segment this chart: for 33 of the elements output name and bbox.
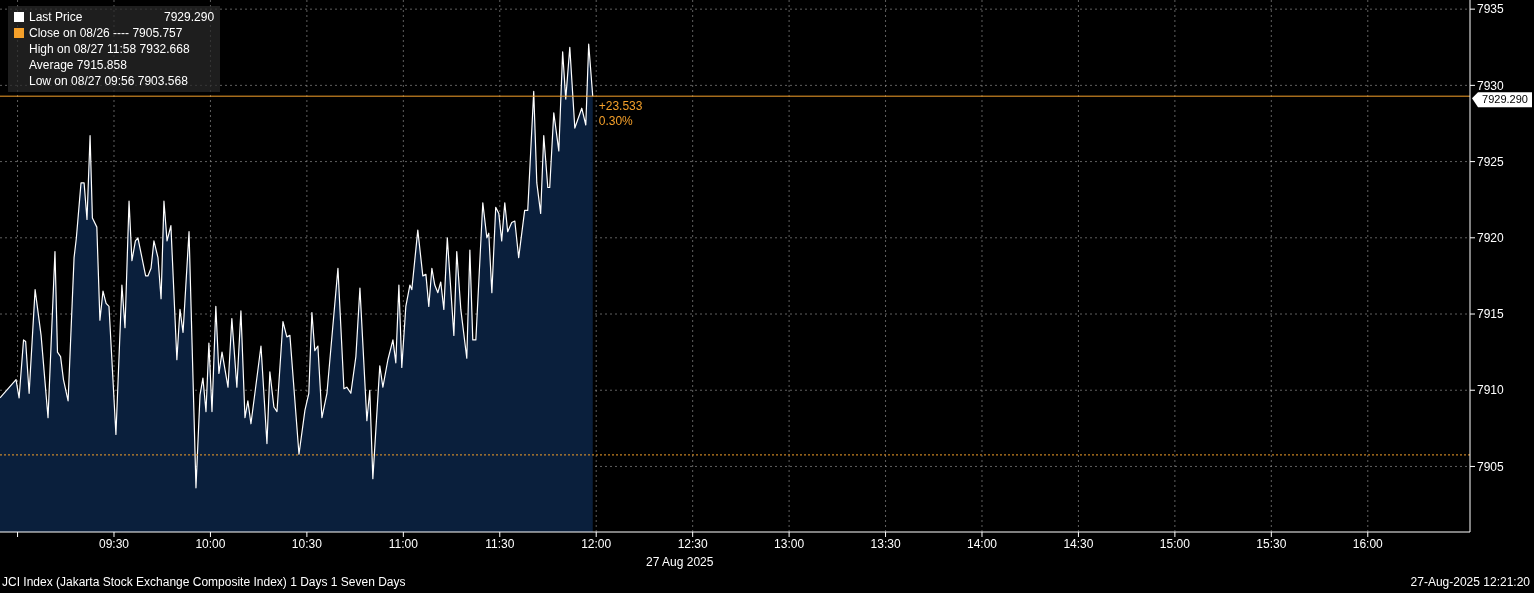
text: 27-Aug-2025 12:21:20	[1410, 575, 1530, 589]
annotation: Average 7915.858	[28, 57, 128, 73]
legend-label: Close on 08/26 ---- 7905.757	[29, 25, 183, 41]
y-tick-label: 7905	[1477, 459, 1505, 474]
x-tick-label: 13:00	[774, 536, 805, 551]
y-tick-label: 7910	[1477, 383, 1505, 398]
x-tick-label: 14:00	[966, 536, 998, 551]
x-tick-label: 14:30	[1063, 536, 1094, 551]
legend-label: Last Price	[29, 9, 84, 25]
x-tick-label: 12:00	[581, 536, 612, 551]
y-tick-label: 7925	[1477, 154, 1505, 169]
x-tick-label: 12:30	[677, 536, 708, 551]
x-tick-label: 13:30	[870, 536, 901, 551]
ref-line-label: 7929.290	[1482, 93, 1528, 106]
x-tick-label: 09:30	[98, 536, 130, 551]
text: JCI Index (Jakarta Stock Exchange Composite Index) 1 Days 1 Seven Days	[2, 575, 406, 589]
annotation: 0.30%	[598, 114, 634, 129]
x-tick-label: 11:00	[388, 536, 419, 551]
x-tick-label: 16:00	[1352, 536, 1384, 551]
x-tick-label: 11:30	[485, 536, 515, 551]
annotation: +23.533	[598, 99, 643, 114]
y-tick-label: 7920	[1477, 231, 1505, 246]
annotation: High on 08/27 11:58 7932.668	[28, 41, 191, 57]
y-tick-label: 7930	[1477, 78, 1505, 93]
x-tick-label: 10:00	[195, 536, 226, 551]
text: 27 Aug 2025	[646, 555, 714, 569]
x-tick-label: 10:30	[291, 536, 323, 551]
y-tick-label: 7915	[1477, 307, 1505, 322]
text: 7929.290	[164, 10, 215, 24]
y-tick-label: 7935	[1477, 2, 1505, 17]
x-tick-label: 15:30	[1256, 536, 1287, 551]
annotation: Low on 08/27 09:56 7903.568	[28, 73, 189, 89]
x-tick-label: 15:00	[1159, 536, 1191, 551]
